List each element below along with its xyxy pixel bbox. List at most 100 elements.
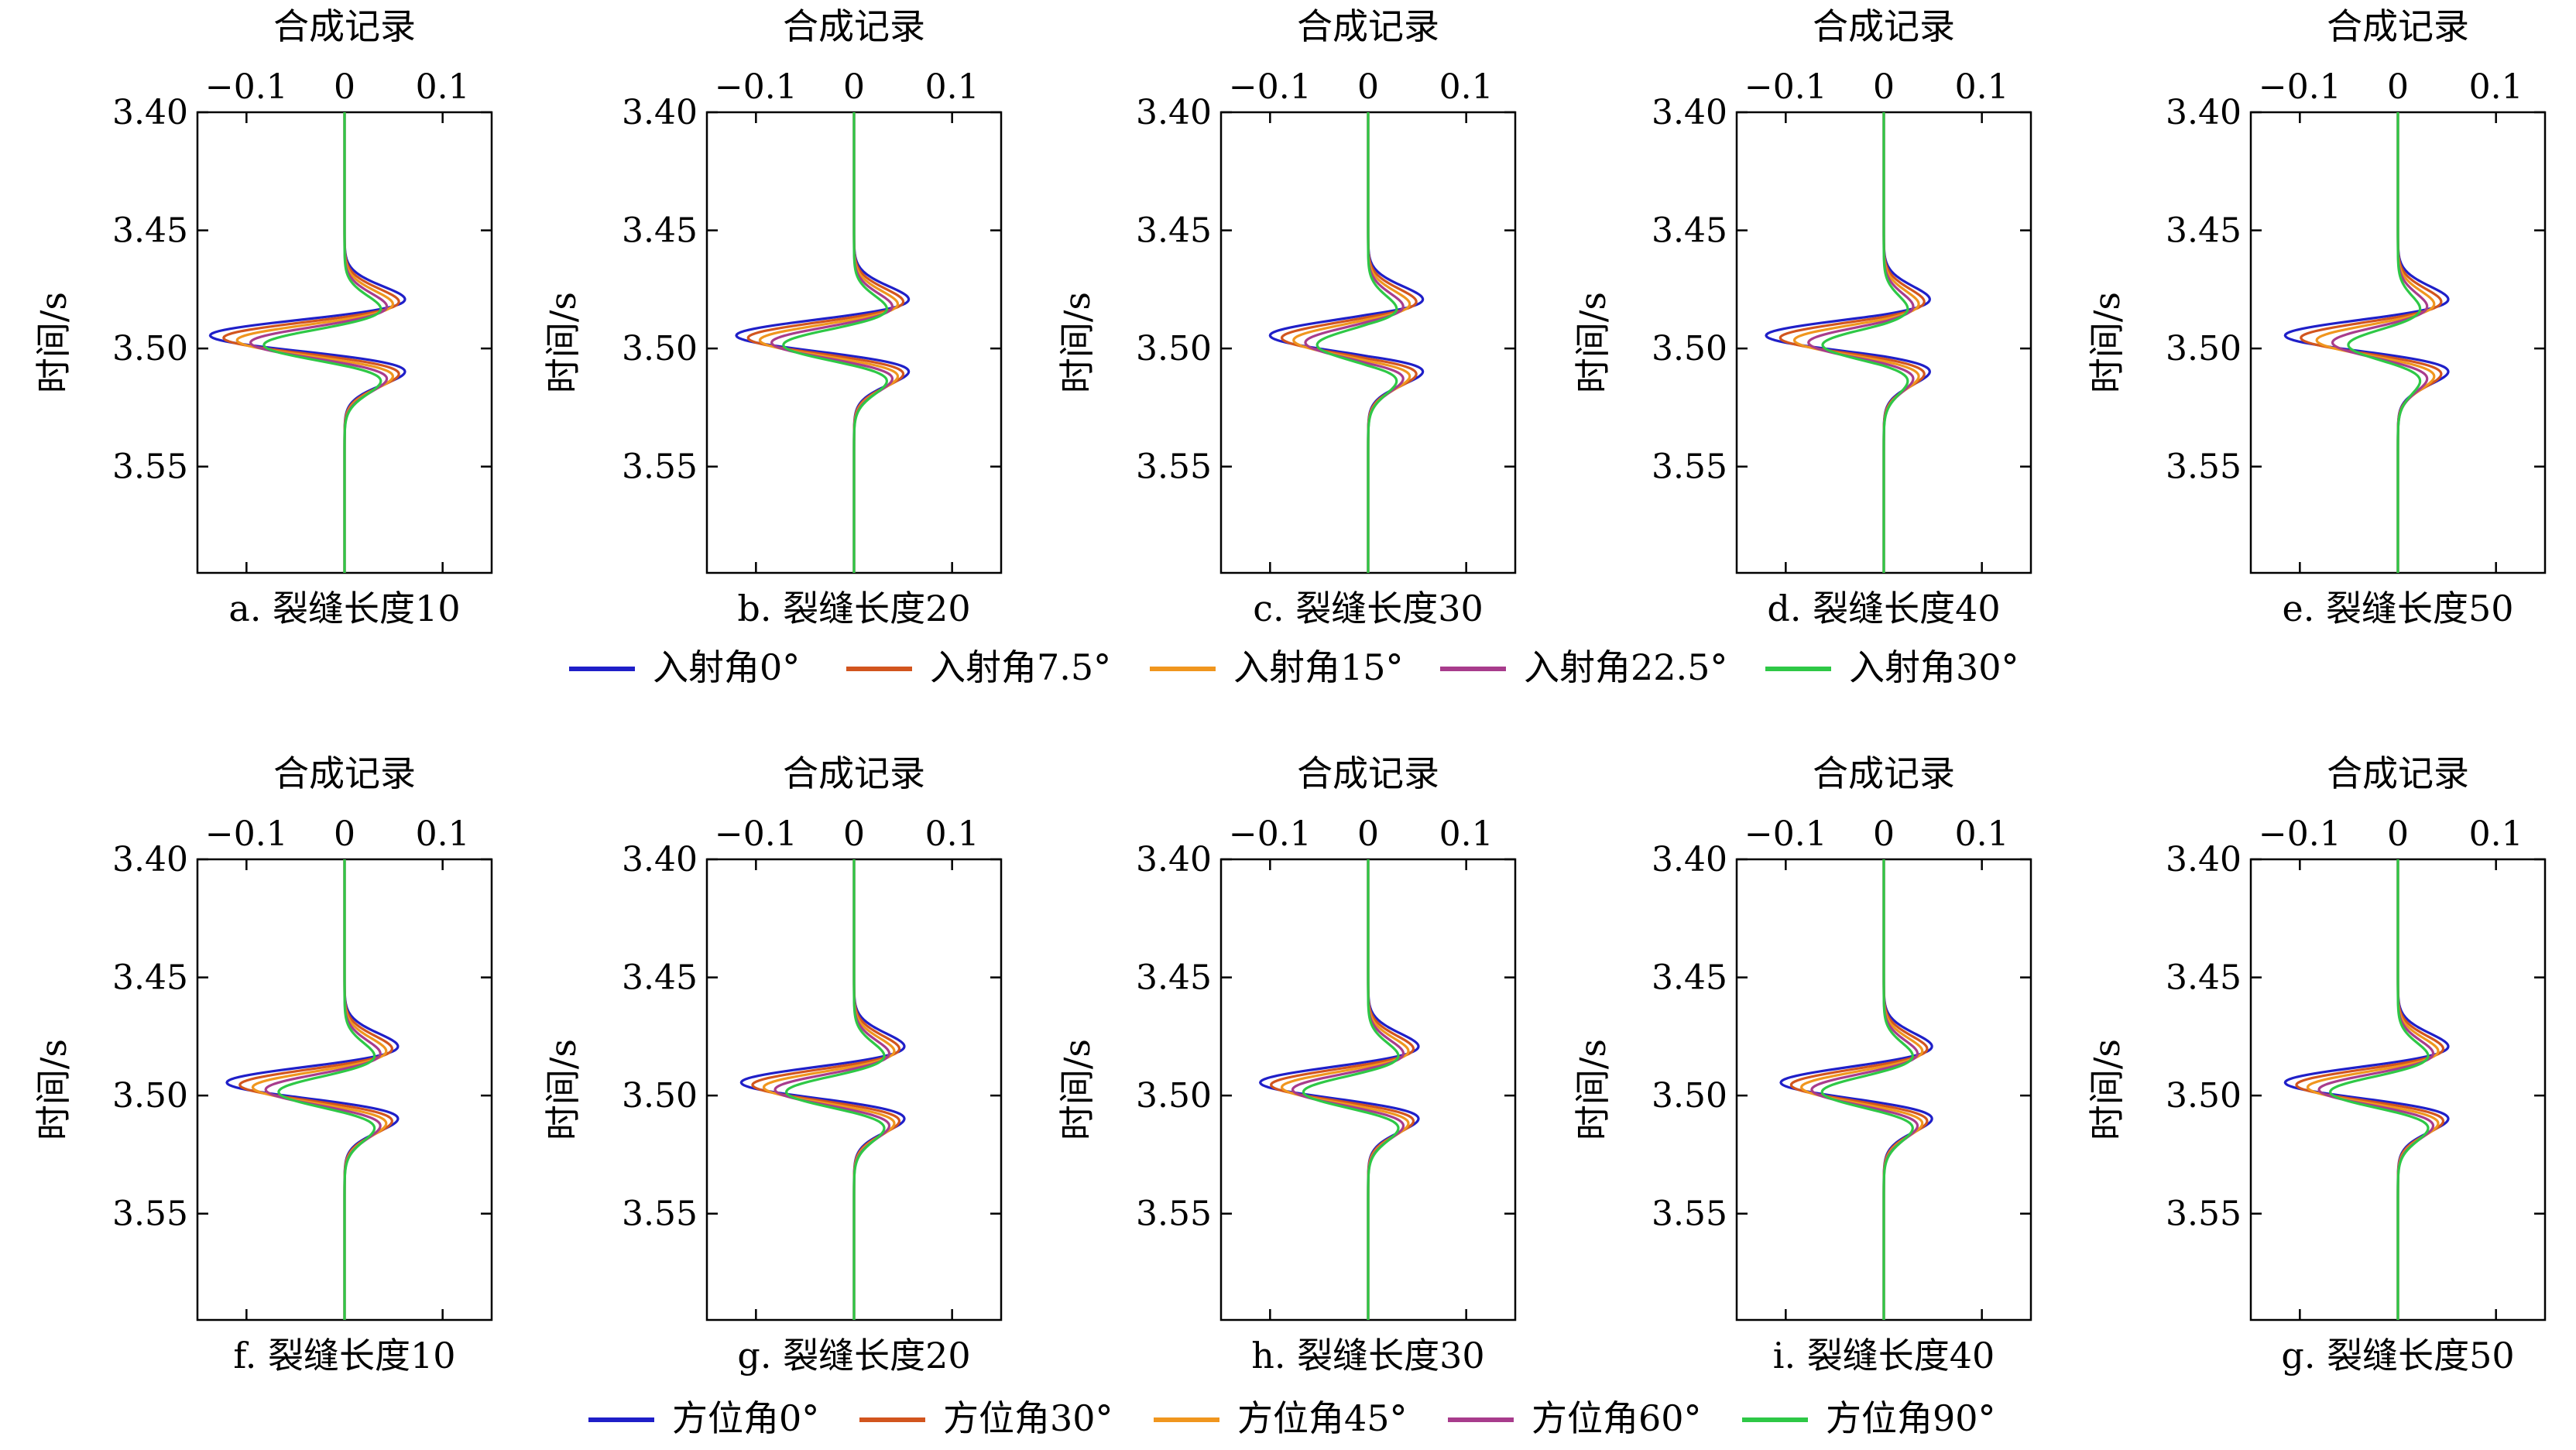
trace-方位角90°: [277, 859, 376, 1320]
panel-caption: c. 裂缝长度30: [1253, 588, 1484, 629]
trace-入射角15°: [758, 112, 900, 573]
y-tick-label: 3.40: [112, 840, 188, 879]
panel-caption: b. 裂缝长度20: [737, 588, 970, 629]
x-tick-label: 0: [843, 814, 865, 854]
legend-label: 方位角60°: [1532, 1397, 1702, 1439]
y-axis-label: 时间/s: [33, 1039, 74, 1140]
panel-caption: h. 裂缝长度30: [1251, 1335, 1484, 1376]
panel-top-title: 合成记录: [273, 5, 416, 47]
y-tick-label: 3.40: [2166, 840, 2242, 879]
x-tick-label: −0.1: [205, 814, 288, 854]
x-tick-label: 0.1: [416, 67, 470, 107]
y-tick-label: 3.50: [1652, 329, 1727, 368]
x-tick-label: 0.1: [2469, 67, 2523, 107]
x-tick-label: 0: [843, 67, 865, 107]
panel-caption: g. 裂缝长度50: [2281, 1335, 2514, 1376]
panel-top-title: 合成记录: [2327, 5, 2469, 47]
trace-入射角30°: [1315, 112, 1398, 573]
x-tick-label: 0.1: [1439, 814, 1494, 854]
legend-label: 方位角0°: [672, 1397, 819, 1439]
y-tick-label: 3.55: [112, 447, 188, 487]
trace-入射角0°: [1268, 112, 1425, 573]
x-tick-label: −0.1: [2259, 814, 2341, 854]
y-tick-label: 3.55: [622, 1195, 698, 1234]
legend-label: 入射角30°: [1849, 646, 2019, 688]
x-tick-label: −0.1: [1229, 67, 1312, 107]
x-tick-label: −0.1: [1744, 67, 1827, 107]
trace-入射角22.5°: [770, 112, 894, 573]
trace-入射角7.5°: [1779, 112, 1926, 573]
y-tick-label: 3.55: [1652, 447, 1727, 487]
legend-label: 方位角30°: [943, 1397, 1113, 1439]
y-tick-label: 3.50: [112, 1076, 188, 1116]
trace-入射角15°: [1292, 112, 1411, 573]
x-tick-label: 0: [1873, 814, 1895, 854]
trace-入射角30°: [262, 112, 382, 573]
panel-top-title: 合成记录: [783, 752, 925, 794]
y-tick-label: 3.45: [112, 211, 188, 251]
panel-top-title: 合成记录: [783, 5, 925, 47]
x-tick-label: −0.1: [1229, 814, 1312, 854]
x-tick-label: 0: [2387, 814, 2409, 854]
trace-入射角22.5°: [249, 112, 389, 573]
y-tick-label: 3.40: [2166, 93, 2242, 132]
panel-e: 合成记录 −0.1 0 0.1 3.40 3.45 3.50 3.55 时间/s e. 裂缝长度5…: [2086, 5, 2547, 629]
trace-入射角7.5°: [2300, 112, 2443, 573]
y-axis-label: 时间/s: [2086, 1039, 2128, 1140]
y-tick-label: 3.50: [1136, 329, 1212, 368]
y-tick-label: 3.40: [1136, 840, 1212, 879]
trace-方位角30°: [238, 859, 393, 1320]
x-tick-label: 0: [1873, 67, 1895, 107]
trace-方位角60°: [1291, 859, 1405, 1320]
y-axis-label: 时间/s: [1572, 292, 1614, 393]
y-axis-label: 时间/s: [542, 1039, 584, 1140]
trace-方位角60°: [2317, 859, 2435, 1320]
legend-label: 方位角45°: [1237, 1397, 1408, 1439]
panel-caption: i. 裂缝长度40: [1773, 1335, 1995, 1376]
y-tick-label: 3.45: [622, 211, 698, 251]
trace-入射角30°: [1821, 112, 1909, 573]
panel-top-title: 合成记录: [1297, 752, 1439, 794]
x-tick-label: 0: [334, 814, 355, 854]
panel-caption: f. 裂缝长度10: [233, 1335, 455, 1376]
trace-方位角45°: [251, 859, 388, 1320]
x-tick-label: 0.1: [925, 67, 979, 107]
trace-方位角45°: [1280, 859, 1410, 1320]
y-tick-label: 3.50: [2166, 329, 2242, 368]
trace-入射角30°: [2347, 112, 2422, 573]
y-tick-label: 3.40: [622, 93, 698, 132]
x-tick-label: 0: [334, 67, 355, 107]
y-tick-label: 3.55: [622, 447, 698, 487]
y-axis-label: 时间/s: [1056, 292, 1098, 393]
y-axis-label: 时间/s: [1572, 1039, 1614, 1140]
panel-b: 合成记录 −0.1 0 0.1 3.40 3.45 3.50 3.55 时间/s b. 裂缝长度2…: [542, 5, 1003, 629]
y-tick-label: 3.45: [622, 958, 698, 998]
trace-方位角45°: [2306, 859, 2440, 1320]
y-tick-label: 3.40: [1652, 93, 1727, 132]
x-tick-label: 0.1: [1955, 67, 2009, 107]
panel-h: 合成记录 −0.1 0 0.1 3.40 3.45 3.50 3.55 时间/s h. 裂缝长度3…: [1056, 752, 1517, 1376]
x-tick-label: 0: [2387, 67, 2409, 107]
trace-方位角90°: [2328, 859, 2430, 1320]
y-tick-label: 3.40: [112, 93, 188, 132]
trace-入射角22.5°: [1304, 112, 1405, 573]
y-tick-label: 3.40: [1652, 840, 1727, 879]
panel-caption: a. 裂缝长度10: [228, 588, 460, 629]
panel-top-title: 合成记录: [2327, 752, 2469, 794]
y-tick-label: 3.45: [2166, 211, 2242, 251]
panel-a: 合成记录 −0.1 0 0.1 3.40 3.45 3.50 3.55 时间/s a. 裂缝长度1…: [33, 5, 493, 629]
trace-入射角15°: [235, 112, 394, 573]
y-tick-label: 3.50: [2166, 1076, 2242, 1116]
trace-方位角60°: [1810, 859, 1919, 1320]
legend-label: 入射角22.5°: [1524, 646, 1727, 688]
panel-top-title: 合成记录: [1813, 752, 1955, 794]
trace-入射角15°: [2315, 112, 2436, 573]
y-tick-label: 3.45: [112, 958, 188, 998]
x-tick-label: 0.1: [925, 814, 979, 854]
panel-c: 合成记录 −0.1 0 0.1 3.40 3.45 3.50 3.55 时间/s c. 裂缝长度3…: [1056, 5, 1517, 629]
y-tick-label: 3.55: [2166, 1195, 2242, 1234]
panel-d: 合成记录 −0.1 0 0.1 3.40 3.45 3.50 3.55 时间/s d. 裂缝长度4…: [1572, 5, 2032, 629]
y-tick-label: 3.55: [1136, 1195, 1212, 1234]
x-tick-label: −0.1: [715, 67, 797, 107]
